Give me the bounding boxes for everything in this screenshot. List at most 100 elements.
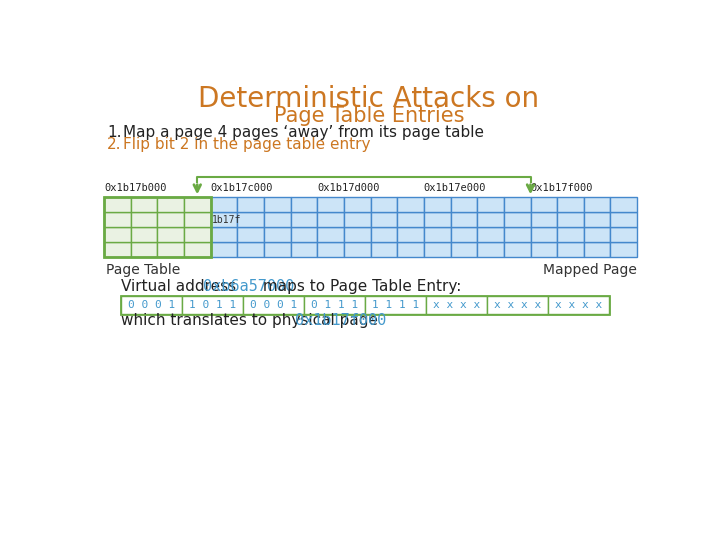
Bar: [304, 296, 365, 314]
Bar: [318, 227, 344, 242]
Text: 0x1b17e000: 0x1b17e000: [424, 184, 487, 193]
Bar: [238, 242, 264, 257]
Bar: [531, 227, 557, 242]
Bar: [424, 242, 451, 257]
Bar: [426, 296, 487, 314]
Bar: [424, 197, 451, 212]
Text: 0 0 0 1: 0 0 0 1: [250, 300, 297, 310]
Bar: [291, 197, 318, 212]
Text: Virtual address: Virtual address: [121, 279, 241, 294]
Bar: [104, 227, 130, 242]
Bar: [371, 227, 397, 242]
Bar: [130, 197, 157, 212]
Bar: [318, 242, 344, 257]
Bar: [121, 296, 182, 314]
Text: 0x1b17b000: 0x1b17b000: [104, 184, 166, 193]
Text: x x x x: x x x x: [494, 300, 541, 310]
Bar: [182, 296, 243, 314]
Bar: [451, 197, 477, 212]
Bar: [291, 212, 318, 227]
Bar: [291, 227, 318, 242]
Bar: [397, 227, 424, 242]
Bar: [318, 212, 344, 227]
Text: 0x1b17f000: 0x1b17f000: [531, 184, 593, 193]
Bar: [371, 197, 397, 212]
Text: maps to Page Table Entry:: maps to Page Table Entry:: [258, 279, 462, 294]
Bar: [451, 242, 477, 257]
Bar: [424, 227, 451, 242]
Bar: [365, 296, 426, 314]
Text: Mapped Page: Mapped Page: [544, 264, 637, 278]
Bar: [104, 242, 130, 257]
Bar: [477, 197, 504, 212]
Text: Map a page 4 pages ‘away’ from its page table: Map a page 4 pages ‘away’ from its page …: [123, 125, 485, 140]
Bar: [121, 296, 609, 314]
Bar: [157, 227, 184, 242]
Text: x x x x: x x x x: [555, 300, 603, 310]
Bar: [210, 212, 238, 227]
Bar: [210, 227, 238, 242]
Bar: [548, 296, 609, 314]
Bar: [184, 227, 210, 242]
Text: 0x1b17c000: 0x1b17c000: [210, 184, 273, 193]
Bar: [130, 212, 157, 227]
Bar: [611, 197, 637, 212]
Bar: [210, 242, 238, 257]
Bar: [318, 197, 344, 212]
Bar: [291, 242, 318, 257]
Bar: [371, 212, 397, 227]
Bar: [238, 212, 264, 227]
Text: Flip bit 2 in the page table entry: Flip bit 2 in the page table entry: [123, 137, 371, 152]
Bar: [344, 242, 371, 257]
Bar: [531, 242, 557, 257]
Bar: [504, 227, 531, 242]
Bar: [557, 197, 584, 212]
Text: 1 0 1 1: 1 0 1 1: [189, 300, 236, 310]
Bar: [397, 212, 424, 227]
Text: which translates to physical page: which translates to physical page: [121, 313, 383, 328]
Bar: [477, 227, 504, 242]
Bar: [130, 242, 157, 257]
Text: Page Table: Page Table: [106, 264, 180, 278]
Bar: [344, 227, 371, 242]
Bar: [344, 197, 371, 212]
Text: 0 1 1 1: 0 1 1 1: [311, 300, 359, 310]
Bar: [238, 197, 264, 212]
Bar: [264, 242, 291, 257]
Bar: [397, 242, 424, 257]
Text: 2.: 2.: [107, 137, 122, 152]
Bar: [210, 197, 238, 212]
Bar: [504, 197, 531, 212]
Bar: [584, 197, 611, 212]
Bar: [157, 242, 184, 257]
Bar: [238, 227, 264, 242]
Bar: [264, 227, 291, 242]
Bar: [104, 197, 130, 212]
Text: 1.: 1.: [107, 125, 122, 140]
Bar: [611, 212, 637, 227]
Text: 0x1b17f000: 0x1b17f000: [295, 313, 386, 328]
Bar: [504, 212, 531, 227]
Bar: [424, 212, 451, 227]
Bar: [531, 197, 557, 212]
Bar: [157, 197, 184, 212]
Bar: [264, 197, 291, 212]
Bar: [264, 212, 291, 227]
Bar: [371, 242, 397, 257]
Bar: [104, 212, 130, 227]
Bar: [243, 296, 304, 314]
Text: 1b17f: 1b17f: [212, 215, 241, 225]
Bar: [557, 242, 584, 257]
Bar: [477, 242, 504, 257]
Text: 0 0 0 1: 0 0 0 1: [128, 300, 175, 310]
Bar: [531, 212, 557, 227]
Text: Deterministic Attacks on: Deterministic Attacks on: [199, 85, 539, 113]
Bar: [557, 227, 584, 242]
Bar: [451, 212, 477, 227]
Bar: [487, 296, 548, 314]
Text: 0xb6a57000: 0xb6a57000: [203, 279, 294, 294]
Bar: [584, 212, 611, 227]
Text: 1 1 1 1: 1 1 1 1: [372, 300, 419, 310]
Bar: [504, 242, 531, 257]
Text: Page Table Entries: Page Table Entries: [274, 106, 464, 126]
